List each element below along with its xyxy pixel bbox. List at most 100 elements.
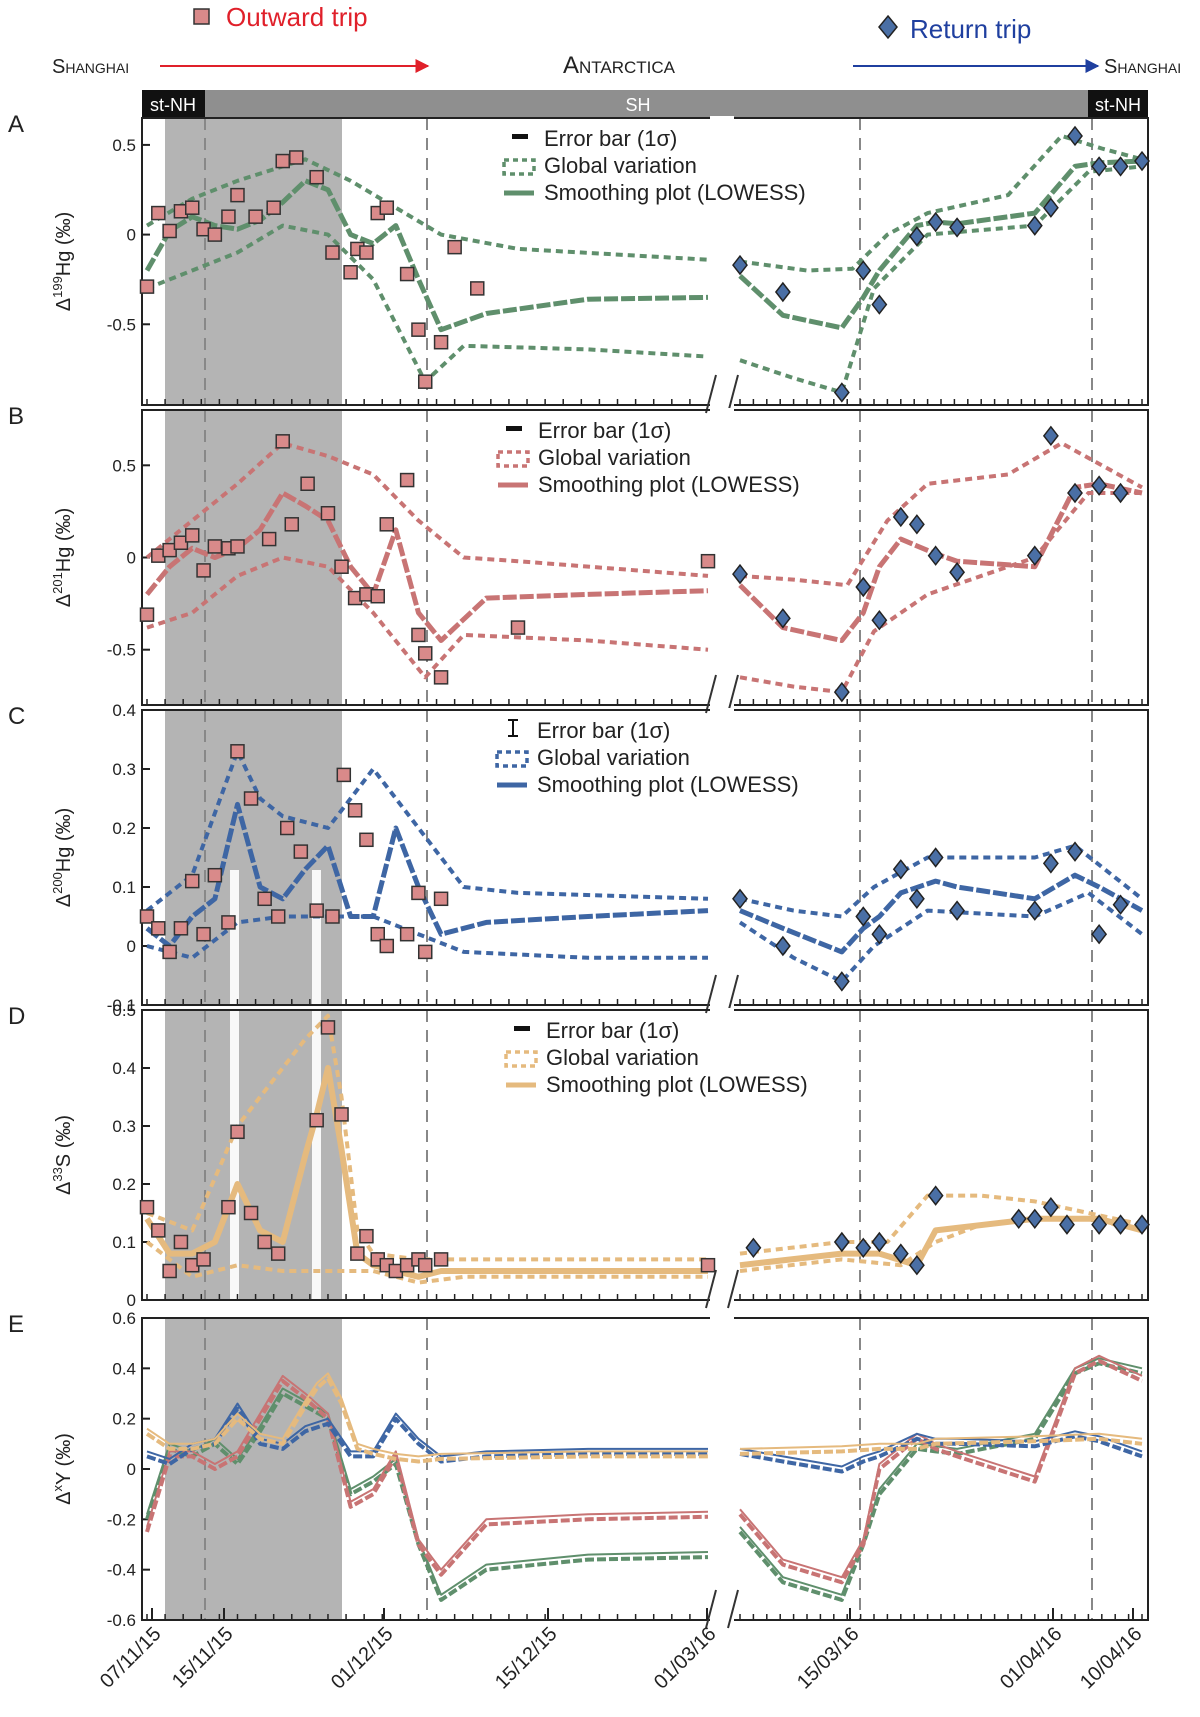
y-tick-label: 0.5 (112, 1001, 136, 1020)
axis-break (710, 708, 734, 1007)
outward-sample-marker (379, 200, 395, 215)
outward-sample-marker (162, 944, 177, 960)
return-sample-marker (908, 1254, 925, 1276)
return-sample-marker (732, 888, 748, 910)
outward-sample-marker (359, 1228, 374, 1244)
return-sample-marker (833, 1231, 850, 1253)
series-line-Δ33S (146, 1372, 708, 1458)
outward-sample-marker (347, 803, 363, 818)
outward-sample-marker (151, 205, 166, 221)
shade-gap (312, 870, 321, 1005)
return-sample-marker (774, 935, 791, 957)
global-variation-upper (739, 441, 1143, 588)
outward-sample-marker (221, 1199, 236, 1215)
global-variation-swatch (502, 158, 536, 176)
outward-sample-marker (184, 873, 200, 889)
return-sample-marker (1026, 545, 1043, 566)
outward-sample-marker (700, 553, 716, 569)
return-sample-marker (1091, 156, 1108, 177)
outward-sample-marker (433, 334, 449, 350)
outward-sample-marker (139, 279, 155, 294)
band-st-nh-right-label: st-NH (1095, 95, 1141, 115)
axis-break-mark (705, 1269, 717, 1309)
y-tick-label: -0.6 (107, 1611, 136, 1630)
axis-break (710, 1316, 734, 1622)
legend-entry: Smoothing plot (LOWESS) (544, 180, 806, 205)
axis-break-mark (727, 974, 739, 1014)
return-sample-marker (1042, 853, 1059, 874)
outward-sample-marker (230, 539, 245, 554)
outward-sample-marker (139, 909, 155, 924)
y-tick-label: 0.5 (112, 136, 136, 155)
global-variation-lower (146, 555, 709, 680)
return-sample-marker (1067, 841, 1083, 862)
y-axis-label: Δ199Hg (‰) (50, 212, 75, 312)
return-sample-marker (774, 608, 791, 629)
y-tick-label: 0 (127, 937, 136, 956)
return-sample-marker (1112, 156, 1129, 177)
outward-sample-marker (336, 767, 352, 783)
outward-sample-marker (411, 885, 426, 901)
shaded-st-nh-region (165, 1318, 342, 1620)
outward-sample-marker (280, 820, 295, 836)
y-tick-label: -0.2 (107, 1510, 136, 1529)
outward-sample-marker (379, 517, 395, 532)
axes-frame (141, 1009, 1149, 1301)
global-variation-upper (739, 133, 1143, 273)
return-sample-marker (871, 294, 888, 315)
lowess-smoothing-line (739, 872, 1144, 955)
outward-sample-marker (162, 223, 177, 239)
x-tick-label: 07/11/15 (96, 1623, 166, 1693)
return-sample-marker (892, 859, 909, 880)
outward-sample-marker (399, 926, 415, 942)
axis-break-mark (705, 974, 717, 1014)
series-line-Δ201Hg (739, 1354, 1143, 1579)
return-sample-marker (1010, 1208, 1027, 1230)
outward-sample-marker (320, 1020, 336, 1035)
shanghai-left-label: Shanghai (52, 56, 129, 78)
lowess-smoothing-line (738, 158, 1143, 331)
return-sample-marker (833, 681, 850, 703)
outward-sample-marker (399, 266, 415, 282)
y-tick-label: 0 (127, 1460, 136, 1479)
axis-break-mark (727, 1269, 739, 1309)
y-tick-label: 0 (127, 1291, 136, 1310)
return-sample-marker (892, 1243, 909, 1264)
global-variation-swatch (495, 750, 529, 768)
return-sample-marker (732, 563, 748, 585)
y-tick-label: -0.5 (107, 641, 136, 660)
y-tick-label: 0.4 (112, 1359, 136, 1378)
return-sample-marker (908, 226, 925, 247)
outward-sample-marker (399, 472, 415, 488)
series-line-Δ199Hg (739, 1357, 1143, 1596)
panel-label: C (8, 703, 25, 730)
y-tick-label: 0.4 (112, 701, 136, 720)
return-sample-marker (1067, 125, 1083, 147)
outward-sample-marker (257, 891, 272, 907)
band-sh (205, 90, 1088, 118)
outward-sample-marker (293, 844, 309, 859)
return-sample-marker (1112, 482, 1129, 504)
legend-entry: Error bar (1σ) (546, 1018, 679, 1043)
return-sample-marker (855, 1237, 872, 1259)
outward-sample-marker (184, 528, 200, 543)
legend: Error bar (1σ)Global variationSmoothing … (495, 718, 799, 797)
return-sample-marker (908, 888, 925, 910)
outward-sample-marker (275, 153, 290, 169)
legend-entry: Smoothing plot (LOWESS) (538, 472, 800, 497)
global-variation-swatch (496, 450, 530, 468)
x-tick-label: 15/12/15 (491, 1623, 562, 1694)
x-tick-label: 01/04/16 (996, 1623, 1067, 1694)
series-line-Δ201Hg (738, 1358, 1143, 1585)
outward-sample-marker (230, 744, 245, 759)
outward-sample-marker (196, 563, 211, 578)
axis-break-mark (705, 374, 717, 414)
region-band: st-NH SH st-NH (142, 90, 1148, 118)
return-legend-diamond (878, 14, 898, 40)
outward-sample-marker (221, 209, 236, 224)
return-sample-marker (855, 576, 872, 598)
outward-sample-marker (379, 938, 395, 954)
band-st-nh-left (142, 90, 205, 118)
global-variation-upper (145, 749, 709, 913)
